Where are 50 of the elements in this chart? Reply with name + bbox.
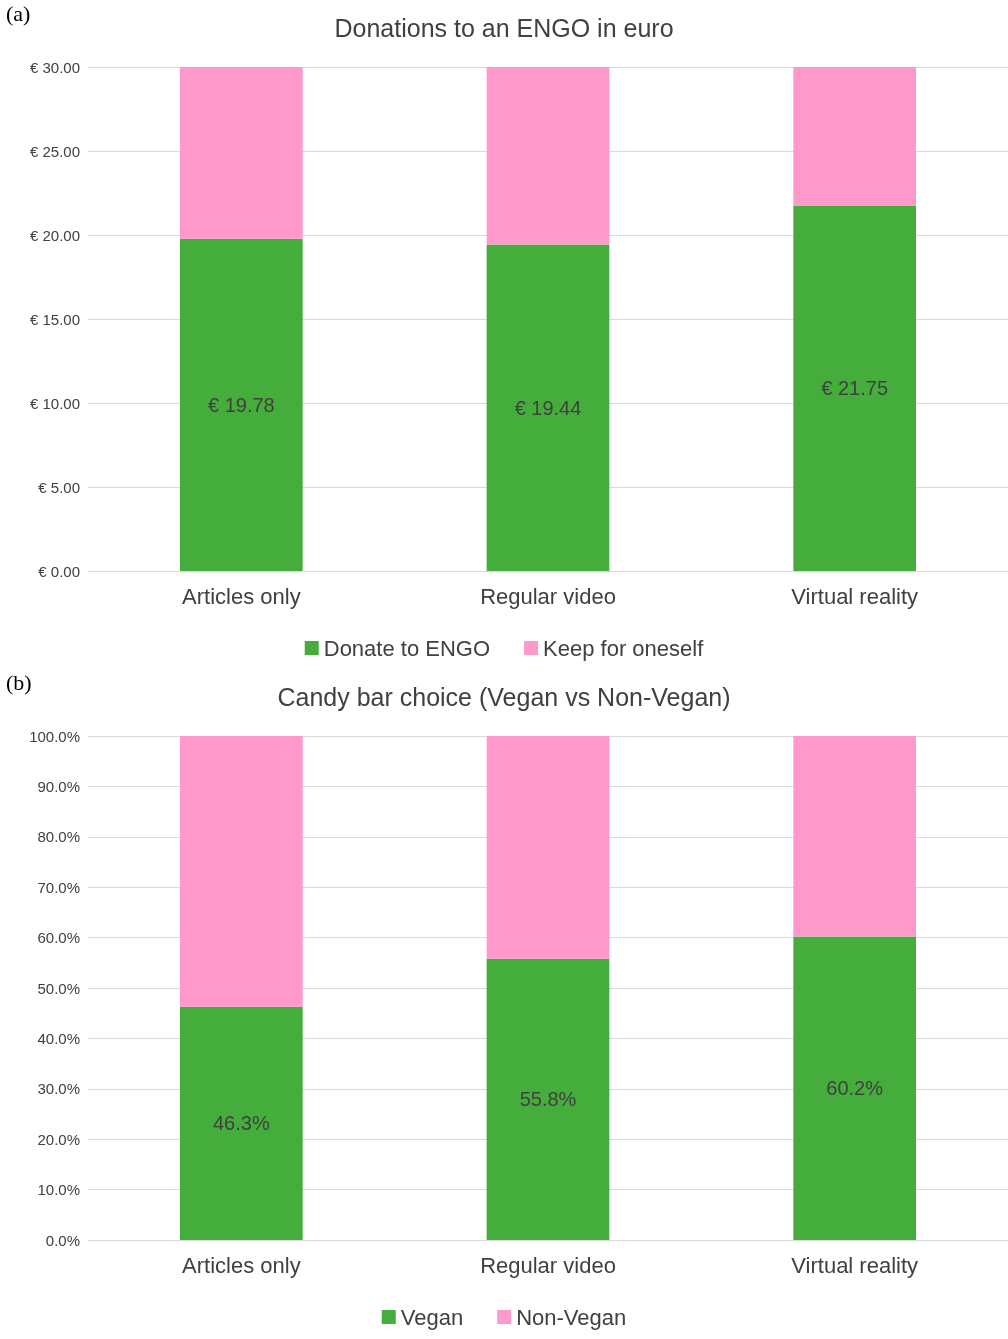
y-tick-label: € 20.00 <box>29 226 80 244</box>
bar <box>486 736 610 959</box>
y-tick-label: € 25.00 <box>29 142 80 160</box>
bar <box>793 67 916 206</box>
y-tick-label: 40.0% <box>37 1029 80 1047</box>
y-tick-label: 10.0% <box>37 1181 80 1199</box>
data-label: € 19.78 <box>207 393 275 416</box>
bar <box>793 936 916 1240</box>
bar <box>180 1006 303 1240</box>
x-tick-label: Articles only <box>182 1252 301 1278</box>
data-label: 55.8% <box>519 1088 577 1111</box>
y-tick-label: 80.0% <box>37 828 80 846</box>
chart-title: Donations to an ENGO in euro <box>334 13 674 42</box>
text: (b) <box>6 669 32 695</box>
chart-title: Candy bar choice (Vegan vs Non-Vegan) <box>277 682 731 711</box>
y-tick-label: 50.0% <box>37 979 80 997</box>
legend-label: Donate to ENGO <box>323 635 491 661</box>
y-tick-label: € 10.00 <box>29 394 80 412</box>
y-tick-label: 0.0% <box>45 1231 80 1249</box>
bar <box>180 238 303 571</box>
bar <box>486 244 610 571</box>
y-tick-label: 90.0% <box>37 777 80 795</box>
bar <box>180 736 303 1007</box>
data-label: 46.3% <box>212 1112 270 1135</box>
x-tick-label: Regular video <box>480 1252 616 1278</box>
bar <box>793 205 916 571</box>
bar <box>180 67 303 239</box>
legend-label: Keep for oneself <box>543 635 705 661</box>
x-tick-label: Articles only <box>182 583 301 609</box>
y-tick-label: € 15.00 <box>29 310 80 328</box>
y-tick-label: 30.0% <box>37 1080 80 1098</box>
y-tick-label: 20.0% <box>37 1130 80 1148</box>
legend-label: Vegan <box>400 1304 464 1330</box>
bar <box>486 958 610 1240</box>
x-tick-label: Virtual reality <box>791 1252 919 1278</box>
bar <box>793 736 916 937</box>
x-tick-label: Regular video <box>480 583 616 609</box>
bar <box>486 67 610 245</box>
data-label: € 19.44 <box>514 396 582 419</box>
y-tick-label: 100.0% <box>29 727 80 745</box>
y-tick-label: € 5.00 <box>38 478 80 496</box>
text: (a) <box>6 0 31 26</box>
y-tick-label: € 30.00 <box>29 58 80 76</box>
y-tick-label: € 0.00 <box>38 562 80 580</box>
y-tick-label: 60.0% <box>37 929 80 947</box>
data-label: € 21.75 <box>821 377 889 400</box>
data-label: 60.2% <box>826 1077 884 1100</box>
legend-label: Non-Vegan <box>516 1304 627 1330</box>
y-tick-label: 70.0% <box>37 878 80 896</box>
x-tick-label: Virtual reality <box>791 583 919 609</box>
